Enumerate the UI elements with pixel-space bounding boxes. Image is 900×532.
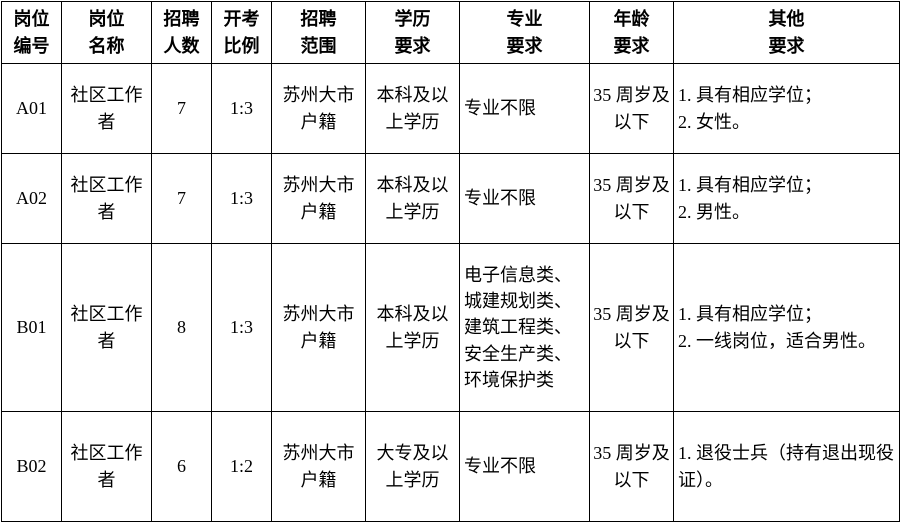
- cell-1-5: 本科及以上学历: [366, 154, 460, 244]
- cell-3-6: 专业不限: [460, 412, 590, 522]
- cell-0-5: 本科及以上学历: [366, 64, 460, 154]
- table-row: B01社区工作者81:3苏州大市户籍本科及以上学历电子信息类、城建规划类、建筑工…: [2, 244, 900, 412]
- cell-3-3: 1:2: [212, 412, 272, 522]
- cell-0-0: A01: [2, 64, 62, 154]
- table-header-row: 岗位编号岗位名称招聘人数开考比例招聘范围学历要求专业要求年龄要求其他要求: [2, 2, 900, 64]
- cell-3-5: 大专及以上学历: [366, 412, 460, 522]
- cell-2-2: 8: [152, 244, 212, 412]
- cell-2-4: 苏州大市户籍: [272, 244, 366, 412]
- col-header-5: 学历要求: [366, 2, 460, 64]
- cell-1-8: 1. 具有相应学位；2. 男性。: [674, 154, 900, 244]
- cell-0-7: 35 周岁及以下: [590, 64, 674, 154]
- col-header-0: 岗位编号: [2, 2, 62, 64]
- cell-1-4: 苏州大市户籍: [272, 154, 366, 244]
- cell-0-6: 专业不限: [460, 64, 590, 154]
- col-header-2: 招聘人数: [152, 2, 212, 64]
- cell-2-7: 35 周岁及以下: [590, 244, 674, 412]
- cell-1-6: 专业不限: [460, 154, 590, 244]
- cell-2-0: B01: [2, 244, 62, 412]
- cell-3-8: 1. 退役士兵（持有退出现役证）。: [674, 412, 900, 522]
- cell-1-1: 社区工作者: [62, 154, 152, 244]
- col-header-8: 其他要求: [674, 2, 900, 64]
- cell-1-0: A02: [2, 154, 62, 244]
- table-row: B02社区工作者61:2苏州大市户籍大专及以上学历专业不限35 周岁及以下1. …: [2, 412, 900, 522]
- cell-2-5: 本科及以上学历: [366, 244, 460, 412]
- cell-0-2: 7: [152, 64, 212, 154]
- col-header-3: 开考比例: [212, 2, 272, 64]
- cell-3-4: 苏州大市户籍: [272, 412, 366, 522]
- table-row: A01社区工作者71:3苏州大市户籍本科及以上学历专业不限35 周岁及以下1. …: [2, 64, 900, 154]
- cell-2-3: 1:3: [212, 244, 272, 412]
- cell-2-1: 社区工作者: [62, 244, 152, 412]
- cell-0-8: 1. 具有相应学位；2. 女性。: [674, 64, 900, 154]
- cell-1-3: 1:3: [212, 154, 272, 244]
- cell-3-7: 35 周岁及以下: [590, 412, 674, 522]
- cell-1-2: 7: [152, 154, 212, 244]
- cell-3-0: B02: [2, 412, 62, 522]
- table-row: A02社区工作者71:3苏州大市户籍本科及以上学历专业不限35 周岁及以下1. …: [2, 154, 900, 244]
- col-header-1: 岗位名称: [62, 2, 152, 64]
- cell-0-1: 社区工作者: [62, 64, 152, 154]
- cell-0-3: 1:3: [212, 64, 272, 154]
- col-header-7: 年龄要求: [590, 2, 674, 64]
- recruitment-table: 岗位编号岗位名称招聘人数开考比例招聘范围学历要求专业要求年龄要求其他要求 A01…: [1, 1, 900, 522]
- cell-3-1: 社区工作者: [62, 412, 152, 522]
- cell-2-8: 1. 具有相应学位；2. 一线岗位，适合男性。: [674, 244, 900, 412]
- col-header-4: 招聘范围: [272, 2, 366, 64]
- cell-0-4: 苏州大市户籍: [272, 64, 366, 154]
- cell-3-2: 6: [152, 412, 212, 522]
- col-header-6: 专业要求: [460, 2, 590, 64]
- cell-2-6: 电子信息类、城建规划类、建筑工程类、安全生产类、环境保护类: [460, 244, 590, 412]
- cell-1-7: 35 周岁及以下: [590, 154, 674, 244]
